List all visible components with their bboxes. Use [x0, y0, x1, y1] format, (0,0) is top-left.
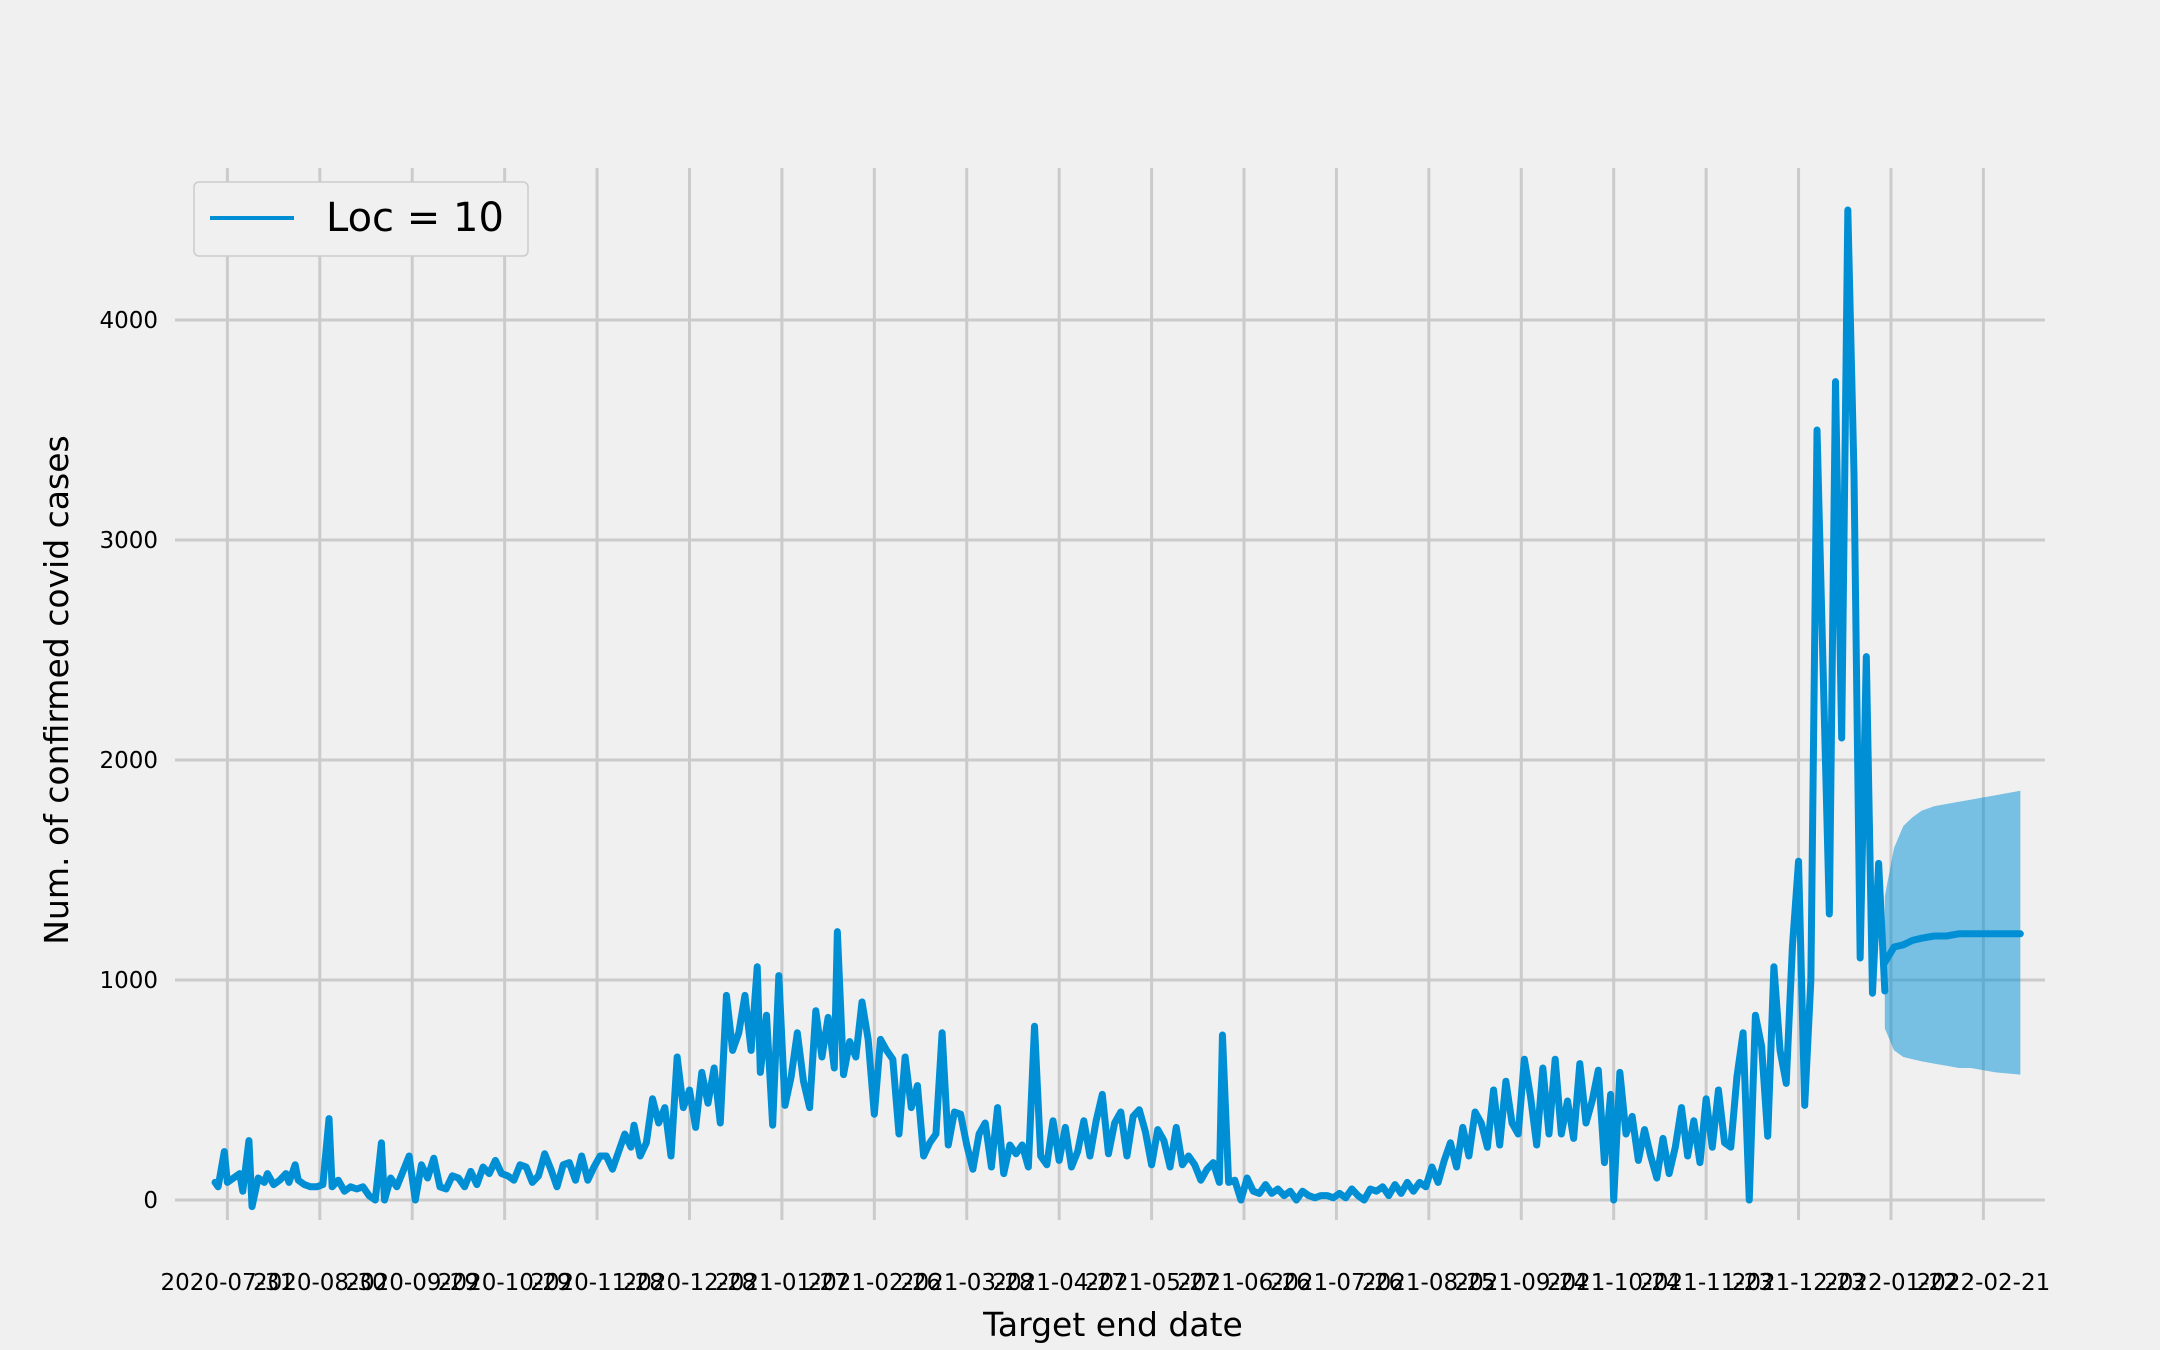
- x-tick-label: 2022-01-22: [1824, 1270, 1958, 1296]
- x-tick-label: 2021-09-24: [1454, 1270, 1588, 1296]
- x-tick-label: 2020-07-31: [161, 1270, 295, 1296]
- x-tick-label: 2021-03-28: [900, 1270, 1034, 1296]
- x-axis-title: Target end date: [982, 1305, 1243, 1344]
- y-tick-label: 3000: [99, 528, 158, 554]
- legend-box: [193, 181, 529, 257]
- y-tick-labels: 0 1000 2000 3000 4000: [99, 308, 158, 1214]
- legend-label: Loc = 10: [326, 195, 504, 241]
- x-tick-label: 2021-05-27: [1085, 1270, 1219, 1296]
- x-tick-label: 2020-08-30: [253, 1270, 387, 1296]
- x-tick-label: 2020-09-29: [345, 1270, 479, 1296]
- x-tick-label: 2020-10-29: [438, 1270, 572, 1296]
- x-tick-label: 2021-08-25: [1362, 1270, 1496, 1296]
- series-line-forecast: [1881, 930, 2024, 966]
- y-tick-label: 0: [143, 1188, 158, 1214]
- x-tick-label: 2021-07-26: [1270, 1270, 1404, 1296]
- x-tick-label: 2021-02-26: [807, 1270, 941, 1296]
- y-tick-label: 2000: [99, 748, 158, 774]
- x-tick-label: 2022-02-21: [1917, 1270, 2051, 1296]
- x-tick-label: 2021-11-23: [1639, 1270, 1773, 1296]
- x-tick-label: 2021-04-27: [992, 1270, 1126, 1296]
- series-lines: [211, 206, 2024, 1211]
- x-tick-label: 2021-06-26: [1177, 1270, 1311, 1296]
- x-tick-label: 2020-12-28: [623, 1270, 757, 1296]
- x-tick-labels: 2020-07-312020-08-302020-09-292020-10-29…: [161, 1270, 2051, 1296]
- x-tick-label: 2021-01-27: [715, 1270, 849, 1296]
- y-axis-title: Num. of confirmed covid cases: [37, 435, 76, 944]
- y-tick-label: 1000: [99, 968, 158, 994]
- grid: [175, 168, 2045, 1220]
- x-tick-label: 2021-10-24: [1547, 1270, 1681, 1296]
- x-tick-label: 2021-12-23: [1732, 1270, 1866, 1296]
- series-line-actual: [211, 206, 1889, 1211]
- legend: Loc = 10: [193, 181, 529, 257]
- y-tick-label: 4000: [99, 308, 158, 334]
- x-tick-label: 2020-11-28: [530, 1270, 664, 1296]
